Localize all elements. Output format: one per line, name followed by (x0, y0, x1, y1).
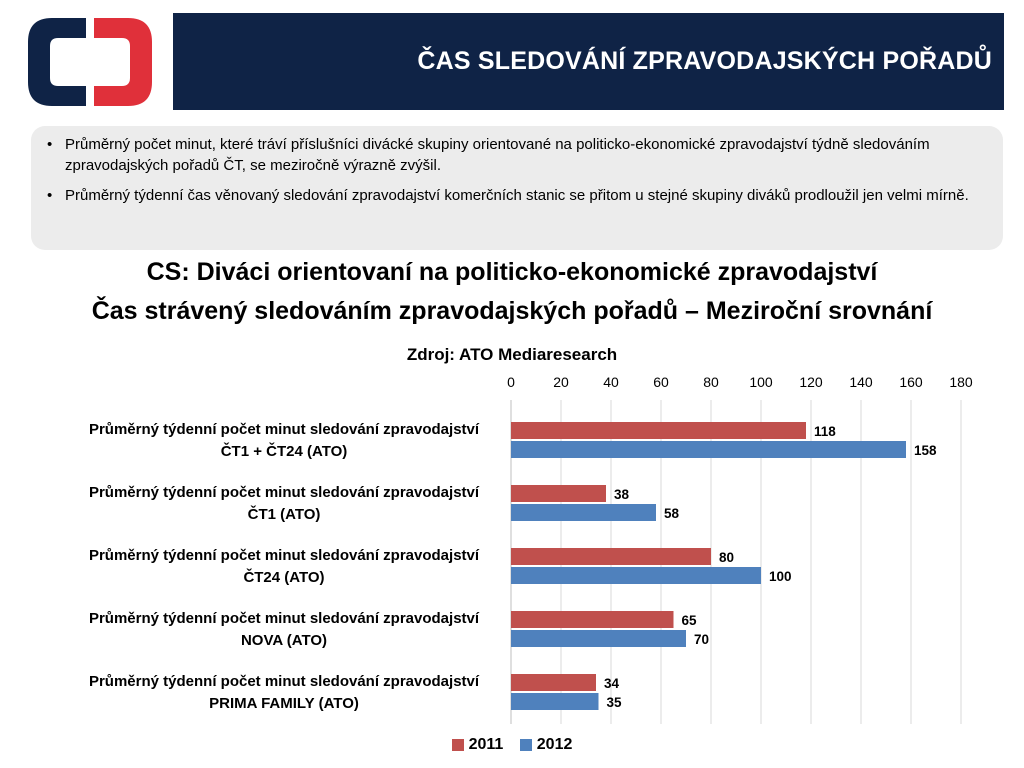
legend-label: 2011 (468, 736, 504, 753)
bar-2012 (511, 630, 686, 647)
data-label: 70 (694, 632, 709, 647)
data-label: 58 (664, 506, 680, 521)
logo-left-bracket (28, 18, 86, 106)
data-label: 80 (719, 550, 734, 565)
data-label: 158 (914, 443, 937, 458)
bar-2011 (511, 485, 606, 502)
category-label: Průměrný týdenní počet minut sledování z… (89, 547, 480, 564)
x-tick-label: 180 (949, 374, 973, 390)
legend-swatch-2011 (451, 739, 464, 751)
legend-item-2012: 2012 (519, 736, 573, 754)
bullet-icon: • (47, 136, 53, 153)
legend-swatch-2012 (519, 739, 532, 751)
x-tick-label: 140 (849, 374, 873, 390)
bullet-icon: • (47, 187, 53, 204)
data-label: 118 (814, 424, 836, 439)
ct-logo (28, 18, 152, 106)
x-tick-label: 40 (603, 374, 619, 390)
x-tick-label: 60 (653, 374, 669, 390)
data-label: 100 (769, 569, 792, 584)
page-title: ČAS SLEDOVÁNÍ ZPRAVODAJSKÝCH POŘADŮ (417, 47, 992, 75)
bar-2012 (511, 567, 761, 584)
summary-text: Průměrný počet minut, které tráví příslu… (65, 136, 930, 174)
bar-2011 (511, 422, 806, 439)
x-tick-label: 120 (799, 374, 823, 390)
x-tick-label: 20 (553, 374, 569, 390)
x-tick-label: 0 (507, 374, 515, 390)
bar-2011 (511, 674, 596, 691)
x-tick-label: 160 (899, 374, 923, 390)
legend-label: 2012 (536, 736, 573, 753)
data-label: 65 (682, 613, 698, 628)
data-label: 34 (604, 676, 620, 691)
header-band: ČAS SLEDOVÁNÍ ZPRAVODAJSKÝCH POŘADŮ (173, 13, 1004, 110)
chart-source: Zdroj: ATO Mediaresearch (406, 345, 618, 364)
logo-right-bracket (94, 18, 152, 106)
category-label: Průměrný týdenní počet minut sledování z… (89, 421, 480, 438)
summary-box: • Průměrný počet minut, které tráví přís… (31, 126, 1003, 250)
x-tick-label: 80 (703, 374, 719, 390)
bar-2012 (511, 441, 906, 458)
legend-item-2011: 2011 (451, 736, 504, 754)
category-label: NOVA (ATO) (241, 632, 327, 649)
bar-2012 (511, 693, 599, 710)
category-label: Průměrný týdenní počet minut sledování z… (89, 484, 480, 501)
summary-item: • Průměrný počet minut, které tráví přís… (45, 134, 985, 176)
bar-2012 (511, 504, 656, 521)
summary-item: • Průměrný týdenní čas věnovaný sledován… (45, 185, 985, 206)
category-label: Průměrný týdenní počet minut sledování z… (89, 610, 480, 627)
data-label: 35 (607, 695, 623, 710)
category-label: PRIMA FAMILY (ATO) (209, 695, 359, 712)
summary-text: Průměrný týdenní čas věnovaný sledování … (65, 187, 969, 204)
summary-list: • Průměrný počet minut, které tráví přís… (45, 134, 985, 206)
bar-2011 (511, 548, 711, 565)
data-label: 38 (614, 487, 630, 502)
chart-title-line-1: CS: Diváci orientovaní na politicko-ekon… (146, 258, 878, 286)
category-label: Průměrný týdenní počet minut sledování z… (89, 673, 480, 690)
category-label: ČT24 (ATO) (243, 568, 324, 586)
bar-2011 (511, 611, 674, 628)
category-label: ČT1 (ATO) (248, 505, 321, 523)
bar-chart: 0 20 40 60 80 100 120 140 160 180 Průměrný týdenní… (89, 374, 973, 724)
category-label: ČT1 + ČT24 (ATO) (221, 442, 348, 460)
chart-legend: 2011 2012 (0, 736, 1024, 756)
x-tick-label: 100 (749, 374, 773, 390)
chart-title-line-2: Čas strávený sledováním zpravodajských p… (91, 297, 933, 325)
